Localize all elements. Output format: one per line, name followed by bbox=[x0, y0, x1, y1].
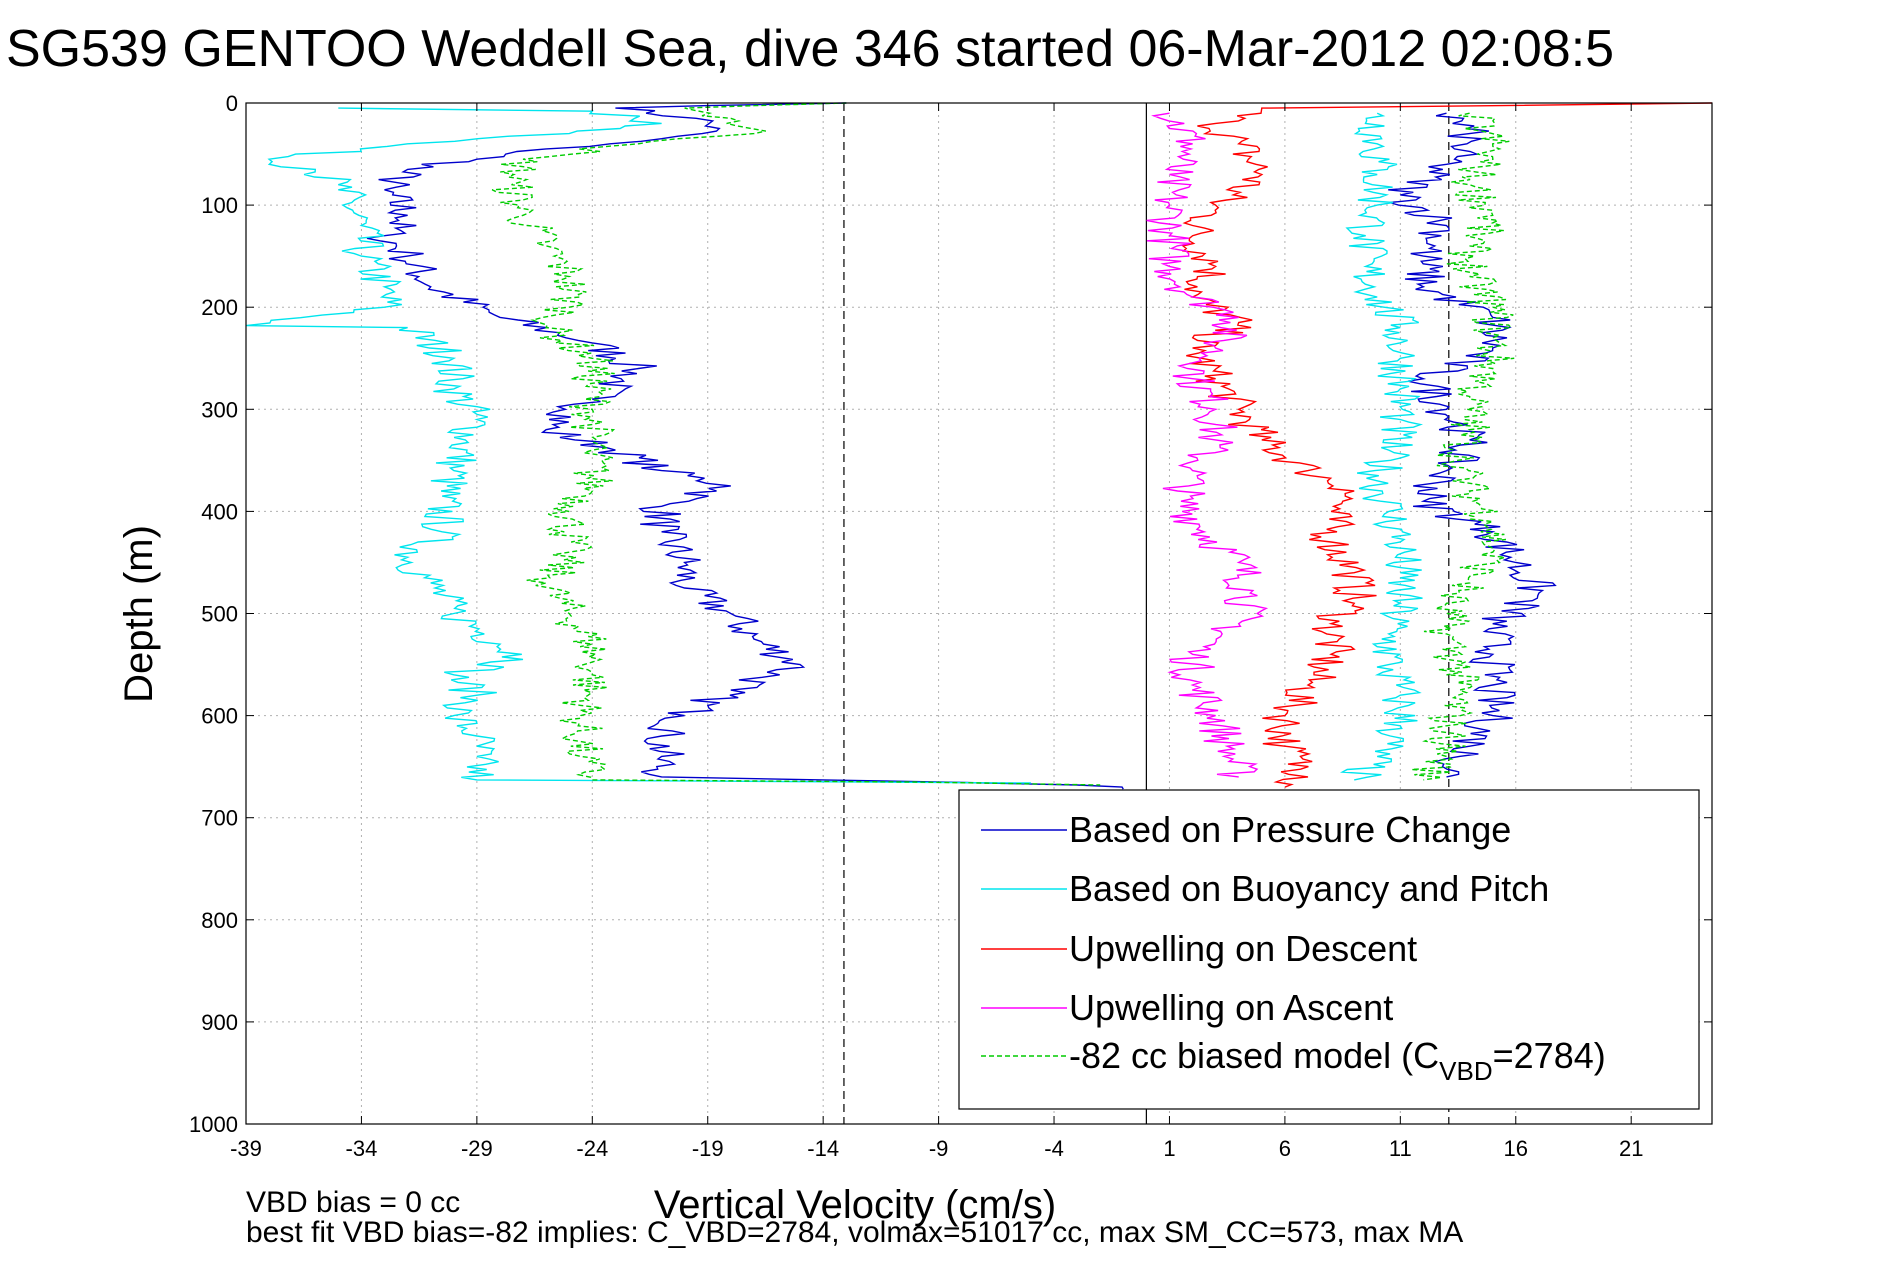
chart-title: SG539 GENTOO Weddell Sea, dive 346 start… bbox=[6, 20, 1614, 78]
footer-line-2: best fit VBD bias=-82 implies: C_VBD=278… bbox=[246, 1216, 1463, 1249]
y-tick-label: 700 bbox=[201, 806, 238, 831]
legend-label: Upwelling on Ascent bbox=[1069, 987, 1393, 1028]
x-tick-label: -39 bbox=[230, 1136, 262, 1161]
y-tick-label: 800 bbox=[201, 908, 238, 933]
legend-suffix: =2784) bbox=[1493, 1035, 1606, 1076]
y-tick-label: 900 bbox=[201, 1010, 238, 1035]
x-tick-label: -9 bbox=[929, 1136, 949, 1161]
x-tick-label: -24 bbox=[576, 1136, 608, 1161]
y-tick-label: 0 bbox=[226, 91, 238, 116]
series-lines bbox=[245, 102, 1713, 790]
y-tick-label: 300 bbox=[201, 397, 238, 422]
series-line bbox=[491, 102, 1101, 786]
x-tick-label: 6 bbox=[1279, 1136, 1291, 1161]
x-tick-label: -34 bbox=[346, 1136, 378, 1161]
x-tick-label: -19 bbox=[692, 1136, 724, 1161]
series-line bbox=[1388, 112, 1557, 778]
legend: Based on Pressure Change Based on Buoyanc… bbox=[958, 789, 1700, 1110]
y-tick-label: 500 bbox=[201, 602, 238, 627]
x-tick-label: 11 bbox=[1389, 1136, 1412, 1161]
x-tick-label: 1 bbox=[1163, 1136, 1175, 1161]
y-tick-label: 100 bbox=[201, 193, 238, 218]
y-axis-label: Depth (m) bbox=[117, 525, 161, 703]
x-tick-label: 16 bbox=[1504, 1136, 1528, 1161]
series-line bbox=[1146, 112, 1269, 778]
series-line bbox=[1181, 102, 1713, 788]
series-line bbox=[366, 102, 1124, 790]
y-axis-ticks: 0 100 200 300 400 500 600 700 800 900 1000 bbox=[189, 91, 1712, 1137]
x-axis-label: Vertical Velocity (cm/s) bbox=[654, 1183, 1056, 1227]
series-line bbox=[1411, 112, 1515, 781]
legend-label: Based on Pressure Change bbox=[1069, 809, 1511, 850]
series-line bbox=[245, 107, 1031, 784]
legend-box bbox=[958, 789, 1700, 1110]
series-line bbox=[1339, 112, 1424, 781]
legend-label: Based on Buoyancy and Pitch bbox=[1069, 868, 1549, 909]
x-tick-label: -4 bbox=[1044, 1136, 1064, 1161]
x-tick-label: 21 bbox=[1619, 1136, 1643, 1161]
y-tick-label: 200 bbox=[201, 295, 238, 320]
x-axis-ticks: -39 -34 -29 -24 -19 -14 -9 -4 1 6 11 16 21 bbox=[230, 103, 1643, 1161]
y-tick-label: 600 bbox=[201, 704, 238, 729]
footer-line-1: VBD bias = 0 cc bbox=[246, 1186, 460, 1219]
x-tick-label: -14 bbox=[807, 1136, 839, 1161]
legend-label: Upwelling on Descent bbox=[1069, 928, 1417, 969]
legend-subscript: VBD bbox=[1439, 1056, 1492, 1086]
y-tick-label: 400 bbox=[201, 499, 238, 524]
x-tick-label: -29 bbox=[461, 1136, 493, 1161]
y-tick-label: 1000 bbox=[189, 1112, 238, 1137]
